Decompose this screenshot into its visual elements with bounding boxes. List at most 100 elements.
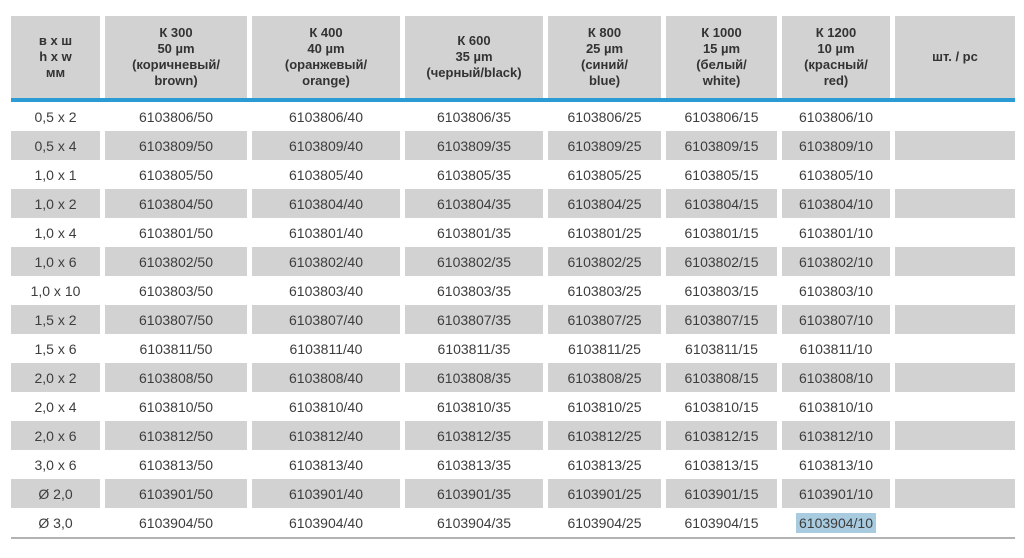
pc-cell[interactable]: [895, 102, 1015, 131]
code-cell[interactable]: 6103807/40: [252, 305, 400, 334]
code-cell[interactable]: 6103805/25: [567, 166, 642, 183]
code-cell[interactable]: 6103811/15: [685, 340, 758, 357]
code-cell[interactable]: 6103806/35: [437, 108, 511, 125]
size-cell[interactable]: 0,5 x 2: [34, 108, 77, 125]
pc-cell[interactable]: [895, 421, 1015, 450]
size-cell[interactable]: 1,0 x 1: [34, 166, 77, 183]
code-cell[interactable]: 6103802/25: [548, 247, 661, 276]
code-cell[interactable]: 6103813/40: [289, 456, 363, 473]
code-cell[interactable]: 6103811/50: [139, 340, 213, 357]
code-cell[interactable]: 6103807/35: [405, 305, 543, 334]
code-cell[interactable]: 6103807/50: [105, 305, 247, 334]
code-cell[interactable]: 6103804/10: [782, 189, 890, 218]
size-cell[interactable]: 0,5 x 4: [11, 131, 100, 160]
pc-cell[interactable]: [895, 160, 1015, 189]
code-cell[interactable]: 6103802/10: [782, 247, 890, 276]
size-cell[interactable]: Ø 2,0: [11, 479, 100, 508]
code-cell[interactable]: 6103804/15: [666, 189, 777, 218]
code-cell[interactable]: 6103808/35: [405, 363, 543, 392]
code-cell[interactable]: 6103801/15: [684, 224, 759, 241]
code-cell[interactable]: 6103804/35: [405, 189, 543, 218]
code-cell[interactable]: 6103901/25: [548, 479, 661, 508]
code-cell[interactable]: 6103810/35: [437, 398, 511, 415]
code-cell[interactable]: 6103801/50: [139, 224, 213, 241]
code-cell[interactable]: 6103811/10: [799, 340, 873, 357]
pc-cell[interactable]: [895, 479, 1015, 508]
code-cell[interactable]: 6103804/50: [105, 189, 247, 218]
selected-code-cell[interactable]: 6103904/10: [796, 512, 876, 533]
code-cell[interactable]: 6103813/10: [799, 456, 873, 473]
code-cell[interactable]: 6103904/15: [684, 514, 759, 531]
code-cell[interactable]: 6103805/15: [684, 166, 759, 183]
code-cell[interactable]: 6103805/10: [799, 166, 873, 183]
size-cell[interactable]: 1,0 x 4: [34, 224, 77, 241]
code-cell[interactable]: 6103810/40: [289, 398, 363, 415]
code-cell[interactable]: 6103810/50: [139, 398, 213, 415]
code-cell[interactable]: 6103808/25: [548, 363, 661, 392]
pc-cell[interactable]: [895, 218, 1015, 247]
code-cell[interactable]: 6103809/25: [548, 131, 661, 160]
code-cell[interactable]: 6103810/10: [799, 398, 873, 415]
pc-cell[interactable]: [895, 276, 1015, 305]
code-cell[interactable]: 6103812/40: [252, 421, 400, 450]
pc-cell[interactable]: [895, 131, 1015, 160]
code-cell[interactable]: 6103808/40: [252, 363, 400, 392]
pc-cell[interactable]: [895, 392, 1015, 421]
code-cell[interactable]: 6103901/35: [405, 479, 543, 508]
pc-cell[interactable]: [895, 189, 1015, 218]
code-cell[interactable]: 6103803/40: [289, 282, 363, 299]
code-cell[interactable]: 6103811/35: [437, 340, 511, 357]
code-cell[interactable]: 6103904/25: [567, 514, 642, 531]
code-cell[interactable]: 6103809/35: [405, 131, 543, 160]
code-cell[interactable]: 6103807/15: [666, 305, 777, 334]
size-cell[interactable]: 2,0 x 2: [11, 363, 100, 392]
code-cell[interactable]: 6103801/10: [799, 224, 873, 241]
code-cell[interactable]: 6103806/15: [684, 108, 759, 125]
code-cell[interactable]: 6103809/50: [105, 131, 247, 160]
code-cell[interactable]: 6103808/10: [782, 363, 890, 392]
size-cell[interactable]: 1,0 x 6: [11, 247, 100, 276]
code-cell[interactable]: 6103901/10: [782, 479, 890, 508]
code-cell[interactable]: 6103901/15: [666, 479, 777, 508]
code-cell[interactable]: 6103802/50: [105, 247, 247, 276]
size-cell[interactable]: 1,5 x 2: [11, 305, 100, 334]
code-cell[interactable]: 6103805/35: [437, 166, 511, 183]
code-cell[interactable]: 6103813/15: [684, 456, 759, 473]
code-cell[interactable]: 6103813/50: [139, 456, 213, 473]
code-cell[interactable]: 6103812/10: [782, 421, 890, 450]
code-cell[interactable]: 6103805/50: [139, 166, 213, 183]
code-cell[interactable]: 6103803/35: [437, 282, 511, 299]
code-cell[interactable]: 6103806/10: [799, 108, 873, 125]
size-cell[interactable]: Ø 3,0: [38, 514, 73, 531]
pc-cell[interactable]: [895, 363, 1015, 392]
code-cell[interactable]: 6103812/25: [548, 421, 661, 450]
code-cell[interactable]: 6103809/15: [666, 131, 777, 160]
size-cell[interactable]: 2,0 x 6: [11, 421, 100, 450]
size-cell[interactable]: 1,5 x 6: [34, 340, 77, 357]
code-cell[interactable]: 6103812/35: [405, 421, 543, 450]
code-cell[interactable]: 6103803/25: [567, 282, 642, 299]
code-cell[interactable]: 6103801/35: [437, 224, 511, 241]
code-cell[interactable]: 6103901/40: [252, 479, 400, 508]
code-cell[interactable]: 6103808/15: [666, 363, 777, 392]
pc-cell[interactable]: [895, 450, 1015, 479]
code-cell[interactable]: 6103802/35: [405, 247, 543, 276]
code-cell[interactable]: 6103809/10: [782, 131, 890, 160]
code-cell[interactable]: 6103812/50: [105, 421, 247, 450]
code-cell[interactable]: 6103803/50: [139, 282, 213, 299]
code-cell[interactable]: 6103803/10: [799, 282, 873, 299]
size-cell[interactable]: 3,0 x 6: [34, 456, 77, 473]
code-cell[interactable]: 6103803/15: [684, 282, 759, 299]
code-cell[interactable]: 6103806/50: [139, 108, 213, 125]
code-cell[interactable]: 6103802/40: [252, 247, 400, 276]
code-cell[interactable]: 6103904/10: [782, 508, 890, 537]
code-cell[interactable]: 6103806/40: [289, 108, 363, 125]
code-cell[interactable]: 6103805/40: [289, 166, 363, 183]
code-cell[interactable]: 6103801/25: [567, 224, 642, 241]
code-cell[interactable]: 6103807/25: [548, 305, 661, 334]
pc-cell[interactable]: [895, 305, 1015, 334]
size-cell[interactable]: 2,0 x 4: [34, 398, 77, 415]
code-cell[interactable]: 6103811/25: [568, 340, 641, 357]
code-cell[interactable]: 6103904/40: [289, 514, 363, 531]
code-cell[interactable]: 6103809/40: [252, 131, 400, 160]
